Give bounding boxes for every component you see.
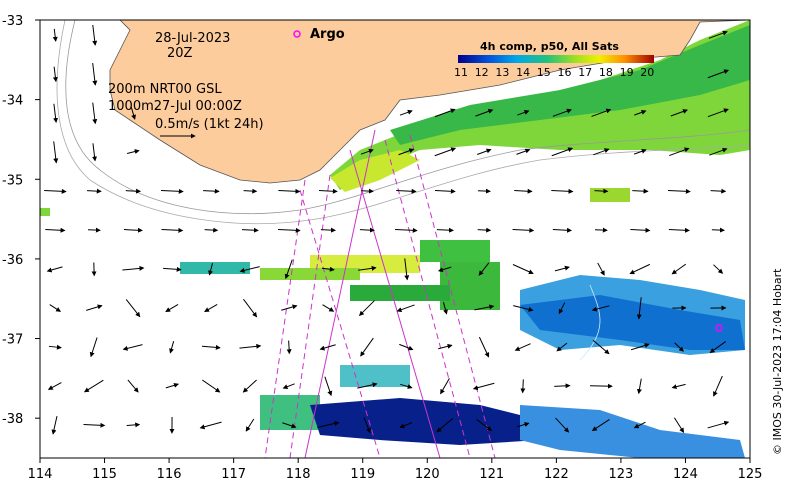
satellite-tracks [264,129,496,458]
lat-axis: -33 -34 -35 -36 -37 -38 [2,14,40,427]
lat-tick-label: -35 [2,173,23,188]
colorbar-tick-label: 19 [620,66,634,79]
current-vectors [44,24,730,435]
lon-tick-label: 124 [673,467,698,482]
lon-tick-label: 117 [221,467,246,482]
plot-frame [39,19,751,459]
colorbar-tick-label: 12 [475,66,489,79]
lat-tick-label: -37 [2,333,23,348]
colorbar-tick-label: 17 [578,66,592,79]
date-label: 28-Jul-2023 [155,31,230,46]
lon-tick-label: 122 [544,467,569,482]
lon-tick-label: 121 [479,467,504,482]
lat-tick-label: -36 [2,253,23,268]
lon-tick-label: 119 [350,467,375,482]
lon-tick-label: 120 [415,467,440,482]
colorbar-title: 4h comp, p50, All Sats [480,40,619,53]
lat-tick-label: -33 [2,14,23,29]
colorbar-tick-label: 18 [599,66,613,79]
colorbar: 4h comp, p50, All Sats 11 12 13 14 15 16 17 18 1… [454,40,654,79]
lon-tick-label: 114 [28,467,53,482]
lon-tick-label: 116 [157,467,182,482]
argo-label: Argo [310,27,345,42]
colorbar-tick-label: 20 [640,66,654,79]
lat-tick-label: -34 [2,94,23,109]
depth-label-2: 1000m27-Jul 00:00Z [108,99,242,114]
colorbar-tick-label: 14 [516,66,530,79]
lon-tick-label: 125 [738,467,763,482]
lon-tick-label: 115 [92,467,117,482]
sst-patches [40,20,750,458]
argo-float-marker [715,324,723,332]
depth-label-1: 200m NRT00 GSL [108,82,222,97]
colorbar-tick-label: 15 [537,66,551,79]
colorbar-tick-label: 11 [454,66,468,79]
lat-tick-label: -38 [2,412,23,427]
credit-text: © IMOS 30-Jul-2023 17:04 Hobart [771,268,784,455]
scale-label: 0.5m/s (1kt 24h) [155,117,264,132]
argo-marker [293,30,301,38]
lon-axis: 114 115 116 117 118 119 120 121 122 123 124 125 [28,458,763,482]
time-label: 20Z [167,46,193,61]
colorbar-tick-label: 16 [558,66,572,79]
colorbar-tick-label: 13 [495,66,509,79]
lon-tick-label: 118 [286,467,311,482]
lon-tick-label: 123 [608,467,633,482]
